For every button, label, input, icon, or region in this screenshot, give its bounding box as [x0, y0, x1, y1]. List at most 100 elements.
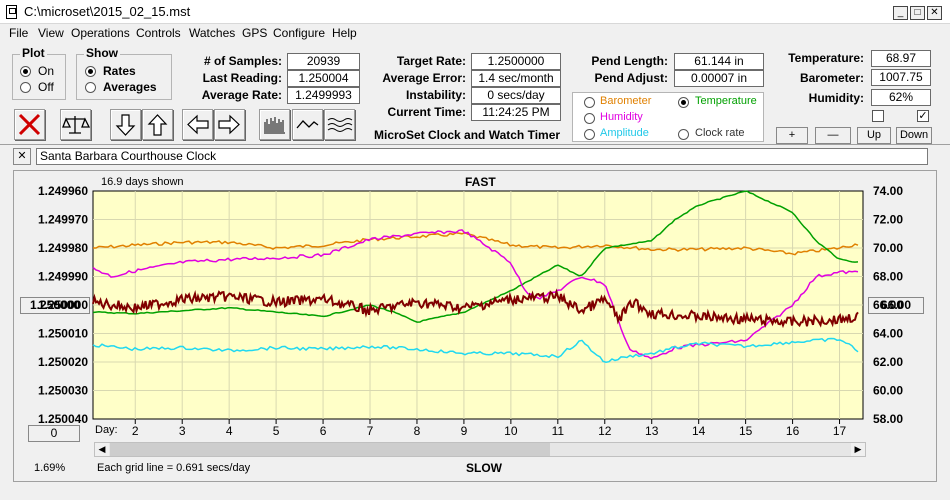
x-tick-label: 9: [461, 424, 468, 438]
arrow-right-button[interactable]: [214, 109, 245, 140]
pend-length-label: Pend Length:: [591, 54, 668, 68]
humidity-label: Humidity:: [808, 91, 864, 105]
menu-help[interactable]: Help: [332, 26, 357, 40]
humidity-radio[interactable]: [584, 113, 595, 124]
app-name: MicroSet Clock and Watch Timer: [374, 128, 561, 142]
x-tick-label: 6: [320, 424, 327, 438]
app-icon: [6, 5, 17, 19]
show-rates-radio[interactable]: [85, 66, 96, 77]
x-tick-label: 5: [273, 424, 280, 438]
arrow-up-button[interactable]: [142, 109, 173, 140]
right-tick-label: 70.00: [873, 241, 903, 255]
pend-length-value[interactable]: 61.144 in: [674, 53, 764, 70]
temperature-label: Temperature:: [788, 51, 864, 65]
clear-watch-button[interactable]: ✕: [13, 148, 31, 165]
menu-view[interactable]: View: [38, 26, 64, 40]
left-tick-label: 1.250040: [38, 412, 88, 426]
separator: [0, 144, 950, 145]
right-tick-label: 74.00: [873, 184, 903, 198]
target-rate-value[interactable]: 1.2500000: [471, 53, 561, 70]
menu-gps[interactable]: GPS: [242, 26, 268, 40]
average-error-value: 1.4 sec/month: [471, 70, 561, 87]
horizontal-scrollbar[interactable]: ◀ ▶: [94, 442, 866, 457]
left-tick-label: 1.250010: [38, 327, 88, 341]
stop-button[interactable]: [14, 109, 45, 140]
scroll-thumb[interactable]: [110, 443, 550, 456]
x-tick-label: 16: [786, 424, 800, 438]
option-checkbox-2[interactable]: ✓: [917, 110, 929, 122]
scroll-right-icon[interactable]: ▶: [851, 443, 865, 456]
menu-file[interactable]: File: [9, 26, 29, 40]
right-tick-label: 60.00: [873, 384, 903, 398]
minimize-button[interactable]: _: [893, 6, 908, 20]
right-tick-label: 66.00: [873, 298, 903, 312]
balance-button[interactable]: [60, 109, 91, 140]
scroll-left-icon[interactable]: ◀: [95, 443, 109, 456]
clock-rate-radio[interactable]: [678, 129, 689, 140]
close-icon: [18, 113, 41, 136]
watch-name-field[interactable]: Santa Barbara Courthouse Clock: [36, 148, 928, 165]
temperature-option-label: Temperature: [695, 95, 757, 107]
show-group-label: Show: [84, 46, 120, 60]
x-tick-label: 2: [132, 424, 139, 438]
plot-group-label: Plot: [20, 46, 47, 60]
plot-on-radio[interactable]: [20, 66, 31, 77]
x-tick-label: 3: [179, 424, 186, 438]
show-averages-radio[interactable]: [85, 82, 96, 93]
multi-line-icon: [327, 118, 353, 132]
right-tick-label: 64.00: [873, 327, 903, 341]
amplitude-option-label: Amplitude: [600, 127, 649, 139]
average-error-label: Average Error:: [382, 71, 466, 85]
instability-value: 0 secs/day: [471, 87, 561, 104]
left-tick-label: 1.250030: [38, 384, 88, 398]
slow-label: SLOW: [466, 461, 502, 475]
close-button[interactable]: ✕: [927, 6, 942, 20]
temperature-radio[interactable]: [678, 97, 689, 108]
instability-label: Instability:: [405, 88, 466, 102]
fast-label: FAST: [465, 175, 496, 189]
option-checkbox-1[interactable]: [872, 110, 884, 122]
minus-button[interactable]: —: [815, 127, 851, 144]
amplitude-radio[interactable]: [584, 129, 595, 140]
x-tick-label: 8: [414, 424, 421, 438]
last-reading-label: Last Reading:: [202, 71, 282, 85]
right-tick-label: 72.00: [873, 213, 903, 227]
right-center-button[interactable]: 66.00: [868, 297, 924, 314]
line-graph-button[interactable]: [292, 109, 323, 140]
plot-on-label: On: [38, 64, 55, 78]
barometer-option-label: Barometer: [600, 95, 652, 107]
samples-label: # of Samples:: [203, 54, 282, 68]
plot-off-radio[interactable]: [20, 82, 31, 93]
x-tick-label: 15: [739, 424, 753, 438]
arrow-down-icon: [115, 114, 136, 136]
grid-note: Each grid line = 0.691 secs/day: [97, 462, 251, 474]
plus-button[interactable]: +: [776, 127, 808, 144]
percent-label: 1.69%: [34, 462, 66, 474]
menu-operations[interactable]: Operations: [71, 26, 130, 40]
day-label: Day:: [95, 424, 118, 436]
menu-watches[interactable]: Watches: [189, 26, 236, 40]
left-tick-label: 1.249960: [38, 184, 88, 198]
plot-off-label: Off: [38, 80, 54, 94]
maximize-button[interactable]: □: [910, 6, 925, 20]
histogram-button[interactable]: [259, 109, 290, 140]
pend-adjust-value: 0.00007 in: [674, 70, 764, 87]
arrow-down-button[interactable]: [110, 109, 141, 140]
sensor-select-group: [572, 92, 764, 142]
down-button[interactable]: Down: [896, 127, 932, 144]
x-tick-label: 10: [504, 424, 518, 438]
current-time-label: Current Time:: [387, 105, 466, 119]
multi-line-button[interactable]: [324, 109, 355, 140]
show-group: [76, 54, 172, 100]
barometer-radio[interactable]: [584, 97, 595, 108]
zero-button[interactable]: 0: [28, 425, 80, 442]
arrow-left-button[interactable]: [182, 109, 213, 140]
up-button[interactable]: Up: [857, 127, 891, 144]
menu-configure[interactable]: Configure: [273, 26, 326, 40]
menu-controls[interactable]: Controls: [136, 26, 181, 40]
left-tick-label: 1.249990: [38, 270, 88, 284]
target-rate-label: Target Rate:: [396, 54, 466, 68]
arrow-up-icon: [147, 114, 168, 136]
rate-center-button[interactable]: 1.250000: [20, 297, 90, 314]
right-tick-label: 62.00: [873, 355, 903, 369]
